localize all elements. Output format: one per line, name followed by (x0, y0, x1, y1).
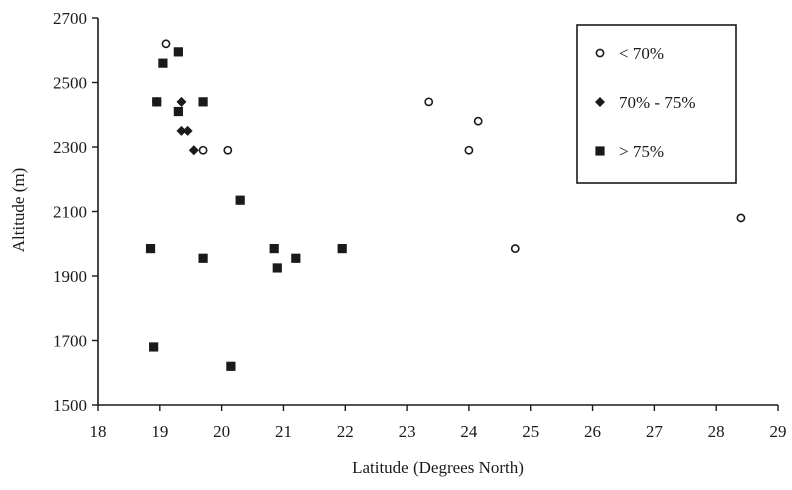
y-tick-label: 2700 (53, 9, 87, 28)
y-tick-label: 2300 (53, 138, 87, 157)
legend-label: 70% - 75% (619, 93, 695, 112)
data-points (145, 39, 746, 371)
x-tick-label: 20 (213, 422, 230, 441)
x-tick-label: 29 (770, 422, 787, 441)
data-point (182, 125, 193, 136)
x-tick-label: 23 (399, 422, 416, 441)
data-point (223, 145, 233, 155)
data-point (176, 125, 187, 136)
data-point (161, 39, 171, 49)
data-point (145, 243, 156, 254)
x-tick-label: 24 (460, 422, 478, 441)
x-tick-label: 27 (646, 422, 664, 441)
x-axis-title: Latitude (Degrees North) (352, 458, 524, 477)
data-point (173, 47, 183, 57)
data-point (736, 213, 746, 223)
y-tick-label: 1900 (53, 267, 87, 286)
y-tick-label: 2500 (53, 74, 87, 93)
legend-marker (595, 146, 605, 156)
data-point (272, 263, 282, 273)
x-tick-label: 21 (275, 422, 292, 441)
y-axis-title: Altitude (m) (9, 168, 28, 253)
y-tick-label: 1500 (53, 396, 87, 415)
data-point (198, 145, 208, 155)
axes: 18 19 20 21 22 23 24 25 26 27 28 29 1500 1700 1900 2100… (53, 9, 787, 441)
legend-marker (595, 48, 605, 58)
data-point (158, 58, 168, 68)
data-point (473, 116, 483, 126)
data-point (198, 97, 208, 107)
data-point (269, 243, 279, 254)
data-point (337, 243, 347, 254)
data-point (198, 253, 208, 263)
data-point (176, 96, 187, 107)
y-tick-label: 1700 (53, 332, 87, 351)
series-2 (145, 47, 347, 371)
x-tick-label: 26 (584, 422, 601, 441)
data-point (173, 106, 183, 117)
data-point (188, 145, 199, 156)
x-tick-label: 22 (337, 422, 354, 441)
legend-label: > 75% (619, 142, 664, 161)
y-tick-label: 2100 (53, 203, 87, 222)
x-tick-label: 28 (708, 422, 725, 441)
x-tick-label: 18 (90, 422, 107, 441)
legend-marker (595, 97, 605, 107)
data-point (152, 97, 162, 107)
data-point (510, 244, 520, 253)
legend: < 70% 70% - 75% > 75% (576, 24, 737, 184)
data-point (149, 342, 159, 352)
series-0 (161, 39, 746, 253)
data-point (291, 253, 301, 263)
data-point (424, 97, 434, 107)
x-tick-label: 19 (151, 422, 168, 441)
data-point (464, 145, 474, 155)
data-point (235, 195, 245, 205)
data-point (226, 361, 236, 371)
x-tick-label: 25 (522, 422, 539, 441)
legend-label: < 70% (619, 44, 664, 63)
